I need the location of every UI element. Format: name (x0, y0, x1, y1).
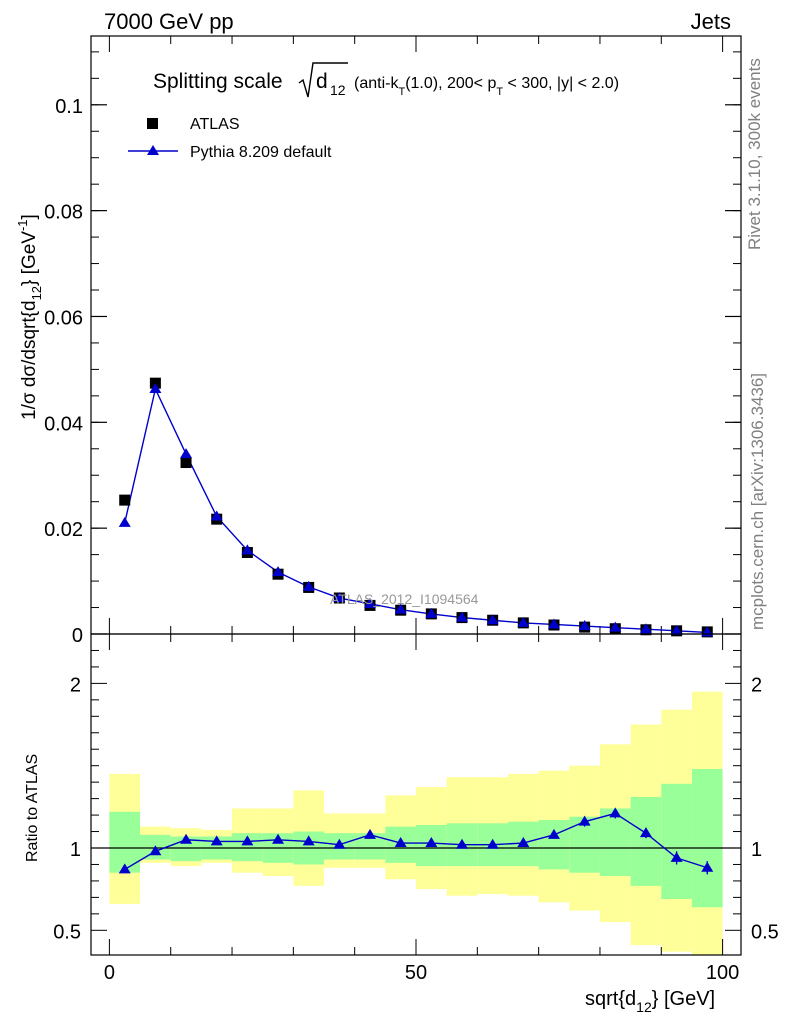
y-tick-label: 0.08 (44, 202, 83, 224)
data-point-atlas (180, 457, 192, 469)
legend-label-atlas: ATLAS (190, 116, 240, 133)
ratio-panel: 0 50 100 0.5 0.5 1 1 2 2 (53, 633, 779, 984)
ratio-point-pythia (609, 807, 622, 818)
y-tick-label: 0.04 (44, 413, 83, 435)
data-point-pythia (180, 448, 193, 459)
ratio-point-pythia (394, 837, 407, 848)
title-sqrt-sub: 12 (330, 82, 346, 98)
y-axis-title-ratio: Ratio to ATLAS (24, 754, 41, 862)
data-point-pythia (486, 614, 499, 625)
ratio-y-tick-label-right: 1 (751, 839, 762, 861)
data-point-pythia (670, 624, 683, 635)
data-point-pythia (517, 616, 530, 627)
header-left: 7000 GeV pp (104, 9, 234, 34)
ratio-band-inner (538, 820, 570, 870)
ratio-y-tick-label-right: 2 (751, 674, 762, 696)
ratio-band-inner (109, 811, 141, 873)
data-point-pythia (639, 623, 652, 634)
x-axis-title: sqrt{d12} [GeV] (585, 988, 715, 1015)
ratio-line-pythia (124, 812, 708, 871)
ratio-point-pythia (149, 845, 162, 856)
data-point-pythia (609, 621, 622, 632)
data-point-pythia (578, 620, 591, 631)
ratio-point-pythia (701, 861, 714, 872)
side-label-bottom: mcplots.cern.ch [arXiv:1306.3436] (748, 373, 767, 630)
main-frame (90, 35, 742, 635)
side-label-top: Rivet 3.1.10, 300k events (745, 58, 764, 250)
ratio-point-pythia (486, 838, 499, 849)
x-tick-label: 50 (405, 962, 427, 984)
data-point-pythia (455, 611, 468, 622)
data-point-pythia (394, 603, 407, 614)
y-tick-label: 0.02 (44, 519, 83, 541)
sqrt-symbol (298, 62, 348, 98)
data-point-pythia (241, 544, 254, 555)
ratio-point-pythia (241, 835, 254, 846)
ratio-point-pythia (425, 837, 438, 848)
ratio-point-pythia (547, 828, 560, 839)
ratio-point-pythia (517, 837, 530, 848)
ratio-point-pythia (210, 835, 223, 846)
ratio-band-inner (691, 768, 723, 908)
ratio-y-tick-label-right: 0.5 (751, 921, 779, 943)
ratio-point-pythia (364, 828, 377, 839)
ratio-band-inner (599, 808, 631, 876)
data-point-pythia (149, 382, 162, 393)
title-sqrt-symbol: d (316, 70, 328, 93)
ratio-point-pythia (302, 835, 315, 846)
title-main: Splitting scale (153, 70, 283, 93)
legend-marker-atlas (147, 118, 158, 129)
title-detail: (anti-kT(1.0), 200< pT < 300, |y| < 2.0) (354, 75, 619, 98)
legend: ATLAS Pythia 8.209 default (128, 116, 332, 161)
data-point-pythia (118, 516, 131, 527)
x-tick-label: 100 (706, 962, 739, 984)
ratio-point-pythia (578, 815, 591, 826)
ratio-band-inner (661, 783, 692, 900)
ratio-point-pythia (272, 833, 285, 844)
x-tick-label: 0 (104, 962, 115, 984)
header-right: Jets (691, 9, 731, 34)
ratio-y-tick-label: 2 (70, 674, 81, 696)
ratio-point-pythia (333, 838, 346, 849)
ratio-point-pythia (670, 851, 683, 862)
data-point-pythia (364, 597, 377, 608)
y-axis-title-main: 1/σ dσ/dsqrt{d12} [GeV-1] (15, 214, 44, 420)
ratio-y-tick-label: 1 (70, 839, 81, 861)
legend-marker-mc (147, 145, 159, 155)
data-point-pythia (333, 592, 346, 603)
y-tick-label: 0.06 (44, 307, 83, 329)
y-tick-label: 0 (72, 625, 83, 647)
data-point-pythia (210, 510, 223, 521)
data-point-pythia (272, 566, 285, 577)
ratio-point-pythia (180, 833, 193, 844)
analysis-watermark: ATLAS_2012_I1094564 (330, 591, 479, 607)
ratio-y-tick-label: 0.5 (53, 921, 81, 943)
data-point-atlas (119, 494, 131, 506)
data-point-pythia (547, 618, 560, 629)
ratio-point-pythia (455, 838, 468, 849)
y-tick-label: 0.1 (55, 96, 83, 118)
plot-title: Splitting scale d 12 (anti-kT(1.0), 200<… (153, 62, 619, 98)
data-point-pythia (302, 580, 315, 591)
legend-label-mc: Pythia 8.209 default (190, 144, 332, 161)
main-panel: 0 0.02 0.04 0.06 0.08 0.1 (44, 35, 742, 647)
ratio-point-pythia (118, 863, 131, 874)
data-point-pythia (425, 607, 438, 618)
ratio-point-pythia (639, 827, 652, 838)
